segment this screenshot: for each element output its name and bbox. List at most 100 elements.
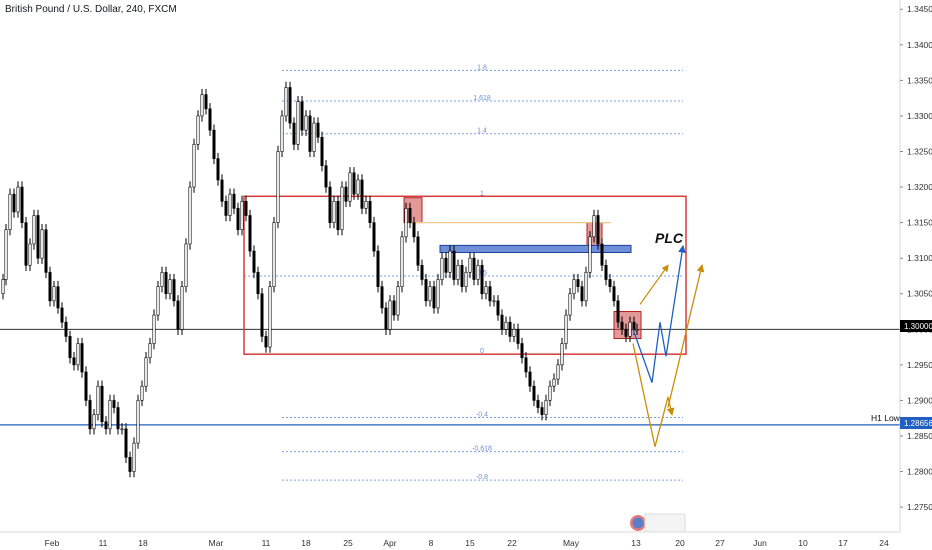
- candle-body: [524, 357, 528, 373]
- candle-body: [628, 321, 632, 337]
- candle-body: [508, 321, 512, 337]
- x-axis-tick-label: 11: [99, 538, 108, 548]
- candle-body: [72, 357, 76, 366]
- x-axis-tick-label: 27: [715, 538, 725, 548]
- candle-body: [396, 286, 400, 316]
- fib-level-label: 1: [480, 190, 484, 197]
- candle-body: [392, 300, 396, 316]
- candle-body: [56, 286, 60, 309]
- x-axis-tick-label: Feb: [45, 538, 60, 548]
- candle-body: [80, 343, 84, 373]
- candle-body: [200, 94, 204, 117]
- candle-body: [48, 272, 52, 302]
- candle-body: [492, 300, 496, 303]
- x-axis-tick-label: 22: [507, 538, 517, 548]
- candle-body: [408, 208, 412, 223]
- x-axis-tick-label: Apr: [383, 538, 396, 548]
- candle-body: [252, 250, 256, 273]
- candle-body: [356, 179, 360, 195]
- candle-body: [552, 378, 556, 387]
- y-axis-tick-label: 1.32000: [907, 182, 932, 192]
- candle-body: [635, 328, 639, 331]
- fib-level-label: 1.8: [477, 64, 487, 71]
- candle-body: [304, 115, 308, 131]
- candle-body: [500, 314, 504, 330]
- candle-body: [436, 279, 440, 309]
- candle-body: [100, 385, 104, 423]
- candle-body: [480, 264, 484, 295]
- orange-projection-path-b: [667, 264, 705, 408]
- candle-body: [348, 172, 352, 202]
- x-axis-tick-label: 20: [675, 538, 685, 548]
- candle-body: [420, 264, 424, 280]
- candle-body: [568, 293, 572, 316]
- candle-body: [324, 165, 328, 188]
- candle-body: [4, 229, 8, 280]
- candle-body: [428, 286, 432, 302]
- candle-body: [620, 321, 624, 330]
- candle-body: [164, 272, 168, 295]
- orange-projection-arrow-small: [639, 264, 669, 305]
- x-axis-tick-label: Mar: [209, 538, 224, 548]
- candle-body: [300, 101, 304, 131]
- candle-body: [516, 328, 520, 344]
- candle-body: [308, 115, 312, 152]
- candle-body: [104, 421, 108, 430]
- candle-body: [372, 222, 376, 252]
- candle-body: [188, 186, 192, 245]
- candle-body: [540, 407, 544, 415]
- candle-body: [116, 407, 120, 430]
- candle-body: [144, 357, 148, 387]
- candle-body: [260, 293, 264, 337]
- candle-body: [172, 279, 176, 302]
- candle-body: [216, 158, 220, 181]
- chart-title: British Pound / U.S. Dollar, 240, FXCM: [5, 4, 177, 15]
- svg-text:1.28656: 1.28656: [904, 419, 932, 428]
- candle-body: [280, 115, 284, 152]
- candle-body: [208, 108, 212, 131]
- candle-body: [416, 236, 420, 266]
- candle-body: [152, 314, 156, 344]
- candle-body: [384, 307, 388, 330]
- x-axis-tick-label: 11: [262, 538, 271, 548]
- candle-body: [520, 343, 524, 359]
- candle-body: [240, 200, 244, 231]
- y-axis-tick-label: 1.30500: [907, 289, 932, 299]
- y-axis-labels: 1.34500 1.34000 1.33500 1.33000 1.32500 1.320…: [900, 4, 932, 512]
- candle-body: [592, 215, 596, 238]
- candle-body: [528, 371, 532, 387]
- current-price-label: 1.30000: [900, 320, 932, 332]
- candle-body: [316, 122, 320, 138]
- candle-body: [444, 257, 448, 273]
- y-axis-tick-label: 1.32500: [907, 146, 932, 156]
- candle-body: [412, 222, 416, 238]
- resistance-band: [439, 244, 632, 253]
- fib-level-label: 1.618: [473, 95, 491, 102]
- candle-body: [536, 400, 540, 408]
- candle-body: [156, 286, 160, 316]
- candle-body: [192, 144, 196, 188]
- candle-body: [184, 243, 188, 287]
- h1-low-price-label: 1.28656: [900, 417, 932, 429]
- x-axis-tick-label: May: [563, 538, 580, 548]
- candle-body: [248, 215, 252, 252]
- blue-projection-path: [632, 244, 686, 383]
- y-axis-tick-label: 1.28000: [907, 467, 932, 477]
- candle-body: [124, 428, 128, 458]
- candle-body: [388, 300, 392, 330]
- candle-body: [44, 229, 48, 273]
- fib-level-label: -0.4: [476, 411, 488, 418]
- candle-body: [148, 343, 152, 359]
- candle-body: [484, 286, 488, 295]
- candle-body: [36, 215, 40, 259]
- candle-body: [96, 385, 100, 415]
- candle-body: [284, 87, 288, 117]
- candle-body: [128, 457, 132, 472]
- candle-body: [288, 87, 292, 124]
- svg-text:1.30000: 1.30000: [904, 322, 932, 331]
- candle-body: [264, 336, 268, 348]
- orange-projection-path-a: [632, 343, 675, 447]
- x-axis-tick-label: Jun: [753, 538, 767, 548]
